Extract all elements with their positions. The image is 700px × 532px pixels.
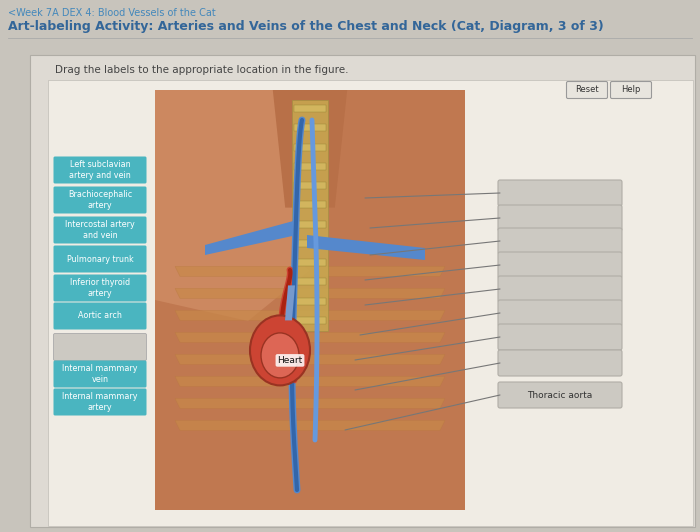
Bar [294, 220, 326, 228]
Bar [294, 259, 326, 266]
FancyBboxPatch shape [498, 382, 622, 408]
Polygon shape [155, 90, 326, 321]
Text: Brachiocephalic
artery: Brachiocephalic artery [68, 190, 132, 210]
Polygon shape [307, 235, 425, 260]
Ellipse shape [250, 315, 310, 385]
Text: Drag the labels to the appropriate location in the figure.: Drag the labels to the appropriate locat… [55, 65, 349, 75]
FancyBboxPatch shape [498, 300, 622, 326]
Bar [294, 124, 326, 131]
FancyBboxPatch shape [566, 81, 608, 98]
Text: <Week 7A DEX 4: Blood Vessels of the Cat: <Week 7A DEX 4: Blood Vessels of the Cat [8, 8, 216, 18]
Bar [294, 201, 326, 208]
Bar [294, 144, 326, 151]
FancyBboxPatch shape [498, 228, 622, 254]
Bar [30, 55, 695, 527]
Bar [294, 317, 326, 324]
Text: Internal mammary
artery: Internal mammary artery [62, 392, 138, 412]
Text: Pulmonary trunk: Pulmonary trunk [66, 254, 134, 263]
Bar [294, 182, 326, 189]
FancyBboxPatch shape [53, 275, 146, 302]
FancyBboxPatch shape [498, 205, 622, 231]
Polygon shape [175, 332, 445, 343]
FancyBboxPatch shape [498, 180, 622, 206]
Ellipse shape [280, 338, 300, 363]
Bar [292, 100, 328, 331]
Text: Intercostal artery
and vein: Intercostal artery and vein [65, 220, 135, 240]
FancyBboxPatch shape [498, 324, 622, 350]
Bar [294, 105, 326, 112]
Bar [155, 90, 465, 510]
Bar [294, 163, 326, 170]
Bar [294, 278, 326, 285]
Polygon shape [175, 267, 445, 277]
FancyBboxPatch shape [53, 388, 146, 415]
FancyBboxPatch shape [53, 217, 146, 244]
Polygon shape [273, 90, 347, 207]
Polygon shape [175, 354, 445, 364]
FancyBboxPatch shape [53, 334, 146, 361]
FancyBboxPatch shape [498, 276, 622, 302]
Polygon shape [175, 377, 445, 386]
Text: Inferior thyroid
artery: Inferior thyroid artery [70, 278, 130, 298]
Ellipse shape [255, 329, 275, 354]
FancyBboxPatch shape [53, 303, 146, 329]
Text: Left subclavian
artery and vein: Left subclavian artery and vein [69, 160, 131, 180]
FancyBboxPatch shape [53, 245, 146, 272]
FancyBboxPatch shape [53, 361, 146, 387]
Bar [48, 80, 693, 526]
FancyBboxPatch shape [610, 81, 652, 98]
Polygon shape [295, 90, 465, 321]
Polygon shape [285, 285, 295, 320]
Ellipse shape [261, 333, 299, 378]
Polygon shape [175, 288, 445, 298]
Text: Internal mammary
vein: Internal mammary vein [62, 364, 138, 384]
Polygon shape [205, 220, 297, 255]
FancyBboxPatch shape [53, 156, 146, 184]
Text: Heart: Heart [277, 356, 302, 365]
Polygon shape [175, 420, 445, 430]
Bar [294, 297, 326, 304]
Text: Aortic arch: Aortic arch [78, 312, 122, 320]
Bar [294, 240, 326, 247]
Text: Help: Help [622, 86, 640, 95]
Polygon shape [175, 398, 445, 409]
FancyBboxPatch shape [53, 187, 146, 213]
FancyBboxPatch shape [498, 350, 622, 376]
Text: Reset: Reset [575, 86, 598, 95]
Polygon shape [175, 310, 445, 320]
FancyBboxPatch shape [498, 252, 622, 278]
Text: Thoracic aorta: Thoracic aorta [527, 390, 593, 400]
Text: Art-labeling Activity: Arteries and Veins of the Chest and Neck (Cat, Diagram, 3: Art-labeling Activity: Arteries and Vein… [8, 20, 603, 33]
